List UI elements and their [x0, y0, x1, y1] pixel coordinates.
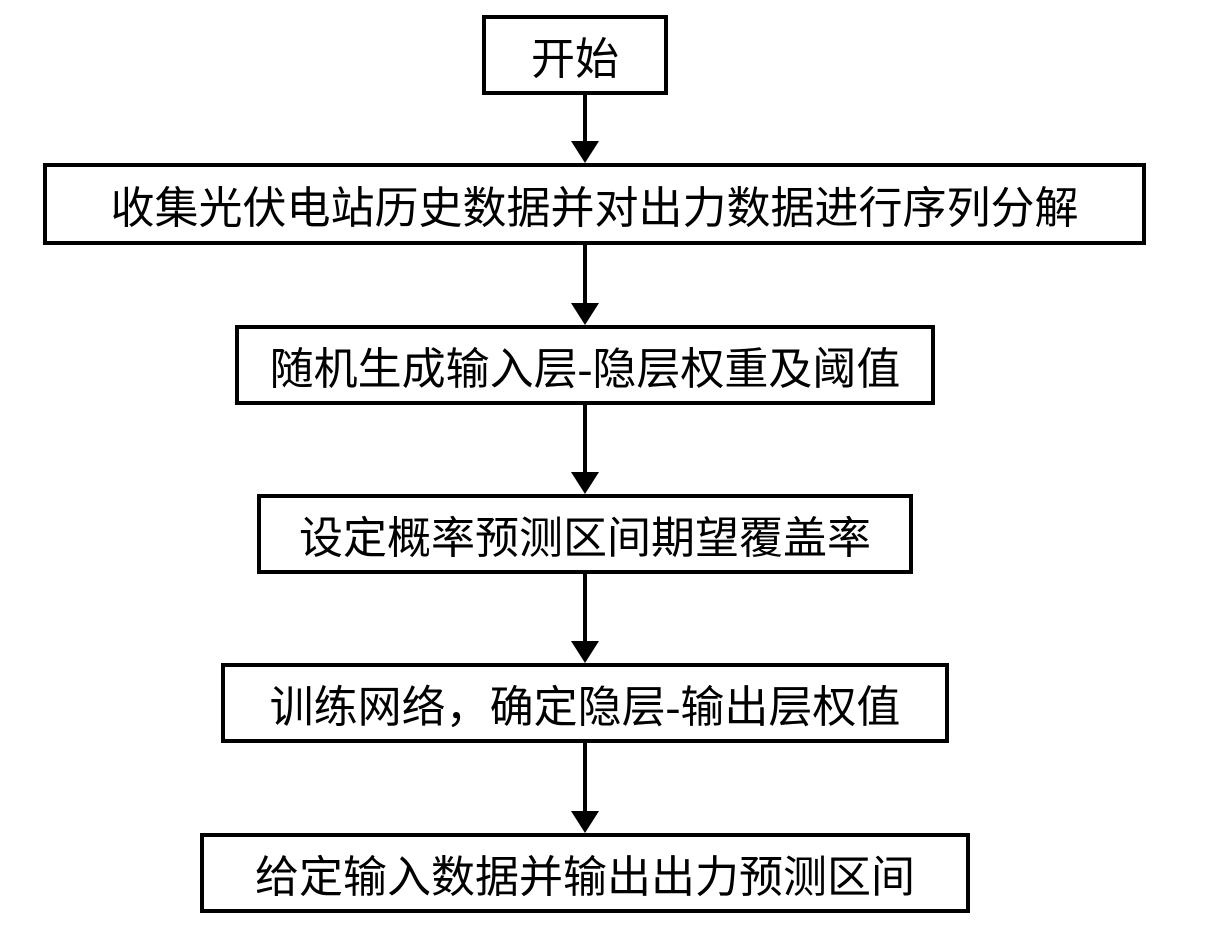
flow-node-label: 随机生成输入层-隐层权重及阈值: [270, 333, 901, 397]
flow-node-start: 开始: [482, 15, 668, 95]
flow-node-label: 开始: [531, 23, 619, 87]
flow-node-output-interval: 给定输入数据并输出出力预测区间: [200, 833, 970, 913]
flow-node-train-network: 训练网络，确定隐层-输出层权值: [221, 663, 949, 743]
flow-node-label: 收集光伏电站历史数据并对出力数据进行序列分解: [111, 172, 1079, 236]
flow-node-random-weights: 随机生成输入层-隐层权重及阈值: [235, 325, 935, 405]
flow-node-label: 给定输入数据并输出出力预测区间: [255, 841, 915, 905]
flow-node-label: 设定概率预测区间期望覆盖率: [299, 502, 871, 566]
flow-node-collect-data: 收集光伏电站历史数据并对出力数据进行序列分解: [43, 163, 1146, 245]
flowchart-canvas: 开始 收集光伏电站历史数据并对出力数据进行序列分解 随机生成输入层-隐层权重及阈…: [0, 0, 1214, 943]
flow-node-label: 训练网络，确定隐层-输出层权值: [270, 671, 901, 735]
flow-node-set-coverage: 设定概率预测区间期望覆盖率: [257, 494, 913, 574]
